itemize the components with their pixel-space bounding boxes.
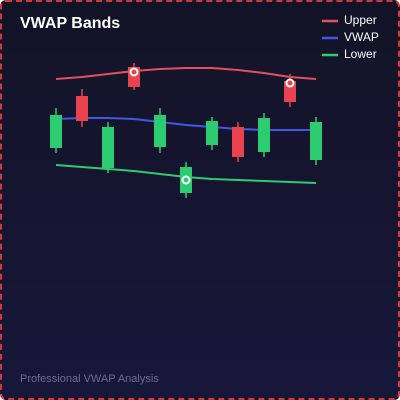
legend-label: Upper <box>344 13 377 27</box>
candle-body <box>206 121 218 145</box>
candle-body <box>258 118 270 152</box>
chart-subtitle: Professional VWAP Analysis <box>20 373 159 385</box>
candle-body <box>310 122 322 160</box>
signal-marker <box>181 175 191 185</box>
band-line <box>55 117 316 131</box>
candle-body <box>180 167 192 193</box>
legend-label: Lower <box>344 47 377 61</box>
band-line <box>55 67 317 80</box>
chart-title: VWAP Bands <box>20 15 120 32</box>
legend-label: VWAP <box>344 30 379 44</box>
candle-body <box>232 127 244 157</box>
candle-body <box>102 127 114 168</box>
candle-body <box>154 115 166 147</box>
candle-body <box>128 67 140 87</box>
signal-marker <box>285 78 295 88</box>
signal-marker <box>129 67 139 77</box>
candle-body <box>76 96 88 121</box>
candle-body <box>50 115 62 148</box>
